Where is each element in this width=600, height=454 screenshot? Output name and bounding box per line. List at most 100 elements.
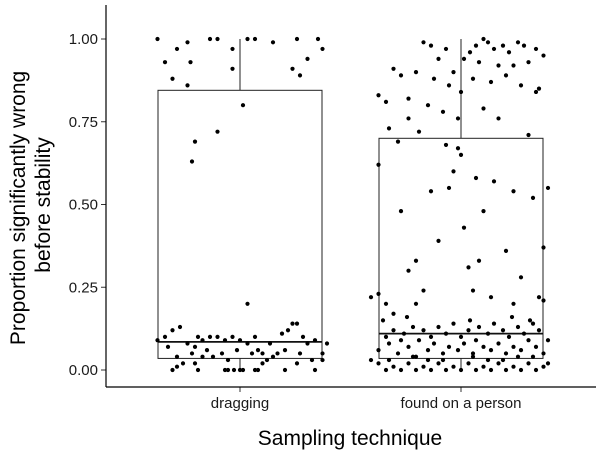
- data-point: [541, 245, 546, 250]
- data-point: [386, 357, 392, 363]
- data-point: [476, 324, 482, 330]
- data-point: [200, 338, 205, 343]
- data-point: [496, 341, 501, 346]
- data-point: [533, 367, 539, 373]
- data-point: [294, 361, 300, 366]
- data-point: [188, 60, 193, 65]
- data-point: [404, 314, 410, 320]
- data-point: [488, 367, 494, 373]
- data-point: [458, 334, 464, 339]
- data-point: [305, 341, 310, 346]
- data-point: [320, 357, 325, 363]
- data-point: [481, 344, 486, 349]
- data-point: [446, 185, 452, 191]
- data-point: [446, 83, 452, 88]
- data-point: [376, 291, 381, 296]
- data-point: [521, 43, 527, 48]
- data-point: [470, 351, 476, 356]
- data-point: [518, 367, 524, 373]
- data-point: [406, 116, 411, 121]
- data-point: [467, 50, 473, 55]
- data-point: [376, 361, 381, 366]
- data-point: [185, 40, 190, 45]
- data-point: [485, 357, 491, 363]
- data-point: [391, 364, 396, 369]
- data-point: [541, 53, 546, 58]
- data-point: [279, 331, 285, 336]
- data-point: [455, 348, 461, 353]
- data-point: [446, 344, 452, 349]
- data-point: [225, 367, 231, 373]
- data-point: [530, 321, 536, 326]
- data-point: [413, 258, 419, 263]
- data-point: [440, 357, 446, 363]
- data-point: [541, 298, 546, 303]
- data-point: [530, 195, 536, 200]
- data-point: [391, 66, 396, 71]
- data-point: [506, 334, 512, 339]
- data-point: [260, 351, 265, 356]
- y-axis-title-line-1: Proportion significantly wrong: [7, 71, 30, 345]
- data-point: [155, 36, 160, 42]
- data-point: [511, 63, 516, 68]
- y-tick-label: 0.75: [69, 114, 98, 131]
- y-axis-ticks: 0.00 0.25 0.50 0.75 1.00: [69, 31, 106, 379]
- data-point: [305, 56, 310, 61]
- data-point: [473, 367, 479, 373]
- data-point: [470, 76, 476, 81]
- data-point: [245, 301, 250, 306]
- y-tick-label: 0.50: [69, 197, 98, 214]
- box-iqr: [157, 89, 323, 359]
- data-point: [440, 351, 446, 356]
- data-point: [174, 46, 180, 52]
- data-point: [443, 367, 449, 373]
- data-point: [222, 338, 228, 343]
- data-point: [410, 354, 416, 359]
- data-point: [237, 338, 243, 343]
- data-point: [515, 354, 521, 359]
- data-point: [162, 60, 168, 65]
- data-point: [255, 367, 261, 373]
- data-point: [170, 328, 175, 333]
- data-point: [368, 295, 374, 300]
- data-point: [503, 367, 509, 373]
- data-point: [320, 46, 325, 52]
- data-point: [413, 354, 419, 359]
- data-point: [436, 324, 441, 330]
- data-point: [413, 301, 419, 306]
- data-point: [234, 348, 240, 353]
- data-point: [476, 60, 482, 65]
- data-point: [406, 96, 411, 101]
- data-point: [312, 338, 318, 343]
- data-point: [185, 83, 190, 88]
- data-point: [488, 295, 494, 300]
- data-point: [204, 348, 210, 353]
- data-point: [162, 334, 168, 339]
- data-point: [436, 56, 441, 61]
- data-point: [376, 162, 381, 167]
- data-point: [421, 328, 426, 333]
- data-point: [470, 354, 476, 359]
- data-point: [425, 357, 431, 363]
- data-point: [170, 367, 175, 373]
- data-point: [518, 348, 524, 353]
- y-tick-label: 1.00: [69, 31, 98, 48]
- data-point: [545, 338, 551, 343]
- data-point: [237, 367, 243, 373]
- data-point: [324, 341, 330, 346]
- data-point: [174, 354, 180, 359]
- data-point: [431, 341, 437, 346]
- data-point: [249, 351, 255, 356]
- data-point: [180, 361, 186, 366]
- data-point: [185, 341, 190, 346]
- data-point: [425, 103, 431, 108]
- data-point: [398, 73, 404, 78]
- data-point: [260, 361, 265, 366]
- data-point: [395, 139, 401, 144]
- data-point: [428, 367, 434, 373]
- data-point: [491, 179, 497, 184]
- y-axis-title-line-2: before stability: [32, 137, 55, 273]
- data-point: [503, 73, 509, 78]
- data-point: [481, 209, 486, 214]
